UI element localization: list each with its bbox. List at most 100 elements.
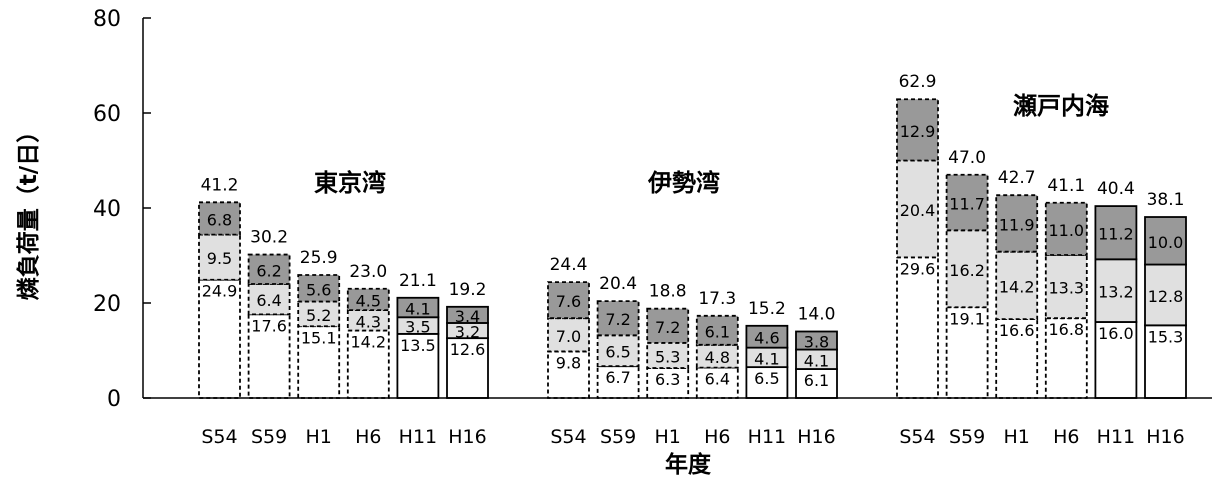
bar-segment <box>346 329 390 399</box>
bar-segment <box>1044 254 1088 320</box>
x-tick-label: S54 <box>550 426 586 448</box>
segment-value-label: 11.2 <box>1098 225 1134 244</box>
bar-total-label: 21.1 <box>399 271 437 291</box>
segment-value-label: 3.2 <box>455 323 480 342</box>
bar-segment <box>198 201 241 236</box>
segment-value-label: 15.1 <box>301 328 337 347</box>
x-tick-label: H1 <box>655 426 681 448</box>
bar-segment <box>198 233 241 281</box>
bar-total-label: 41.1 <box>1047 176 1085 196</box>
bar-segment <box>346 287 390 312</box>
bar-segment <box>198 278 241 399</box>
segment-value-label: 29.6 <box>900 259 936 278</box>
bar-segment <box>896 256 939 399</box>
bar-segment <box>1144 216 1187 266</box>
segment-value-label: 7.0 <box>556 327 581 346</box>
bar-segment <box>297 300 341 328</box>
bar-total-label: 42.7 <box>998 168 1036 188</box>
segment-value-label: 11.9 <box>999 215 1035 234</box>
bar-segment <box>896 98 939 162</box>
x-tick-label: H1 <box>1004 426 1030 448</box>
bar-segment <box>695 343 739 369</box>
x-tick-label: S59 <box>251 426 287 448</box>
plot-area <box>198 98 1187 399</box>
segment-value-label: 9.8 <box>556 353 581 372</box>
segment-value-label: 4.1 <box>754 349 779 368</box>
bar-segment <box>297 274 341 303</box>
y-tick-label: 20 <box>93 292 121 317</box>
segment-value-label: 7.2 <box>605 310 630 329</box>
group-title: 伊勢湾 <box>647 169 720 197</box>
bar-total-label: 38.1 <box>1147 190 1185 210</box>
segment-value-label: 4.6 <box>754 329 779 348</box>
bar-total-label: 18.8 <box>649 282 687 302</box>
y-tick-label: 80 <box>93 7 121 32</box>
x-tick-label: H1 <box>306 426 332 448</box>
bar-total-label: 62.9 <box>899 72 937 92</box>
bar-segment <box>1044 317 1088 399</box>
segment-value-label: 4.8 <box>705 348 730 367</box>
segment-value-label: 6.8 <box>207 210 232 229</box>
bar-total-label: 24.4 <box>550 255 588 275</box>
x-axis-label: 年度 <box>665 451 712 477</box>
bar-total-label: 15.2 <box>748 299 786 319</box>
segment-value-label: 6.4 <box>705 370 730 389</box>
bar-segment <box>247 283 291 316</box>
bar-segment <box>446 305 489 324</box>
bar-segment <box>646 307 690 344</box>
x-tick-label: H6 <box>1053 426 1079 448</box>
segment-value-label: 13.2 <box>1098 283 1134 302</box>
bar-segment <box>945 306 989 399</box>
segment-value-label: 16.0 <box>1098 324 1134 343</box>
bar-segment <box>795 330 838 351</box>
bar-segment <box>547 281 590 320</box>
bar-segment <box>745 324 789 349</box>
bar-segment <box>646 341 690 369</box>
bar-total-label: 23.0 <box>349 262 387 282</box>
segment-value-label: 7.2 <box>655 318 680 337</box>
segment-value-label: 16.2 <box>949 261 985 280</box>
y-ticks: 0 20 40 60 80 <box>93 7 151 412</box>
segment-value-label: 19.1 <box>949 309 985 328</box>
segment-value-label: 5.6 <box>306 280 331 299</box>
segment-value-label: 14.2 <box>350 333 386 352</box>
bar-segment <box>896 159 939 259</box>
x-tick-label: H11 <box>1097 426 1135 448</box>
segment-value-label: 12.8 <box>1148 287 1184 306</box>
bar-segment <box>596 334 640 368</box>
bar-segment <box>596 300 640 337</box>
segment-value-label: 15.3 <box>1148 327 1184 346</box>
bar-total-label: 40.4 <box>1097 179 1135 199</box>
segment-value-label: 6.5 <box>754 369 779 388</box>
segment-value-label: 5.2 <box>306 306 331 325</box>
bar-segment <box>945 173 989 232</box>
x-tick-label: H16 <box>797 426 835 448</box>
bar-segment <box>995 194 1039 253</box>
x-tick-label: H6 <box>704 426 730 448</box>
bar-total-label: 30.2 <box>250 228 288 248</box>
segment-value-label: 3.5 <box>405 318 430 337</box>
segment-value-label: 13.3 <box>1048 279 1084 298</box>
segment-value-label: 6.7 <box>605 368 630 387</box>
segment-value-label: 9.5 <box>207 249 232 268</box>
segment-value-label: 3.4 <box>455 307 480 326</box>
bar-segment <box>547 317 590 353</box>
segment-value-label: 4.3 <box>356 312 381 331</box>
segment-value-label: 11.0 <box>1048 221 1084 240</box>
segment-value-label: 6.3 <box>655 370 680 389</box>
bar-segment <box>446 337 489 399</box>
bar-segment <box>695 366 739 399</box>
bar-total-label: 25.9 <box>300 248 338 268</box>
x-tick-label: H16 <box>448 426 486 448</box>
segment-value-label: 12.9 <box>900 122 936 141</box>
segment-value-label: 3.8 <box>804 333 829 352</box>
segment-value-label: 13.5 <box>400 336 436 355</box>
bar-total-label: 17.3 <box>698 289 736 309</box>
segment-value-label: 17.6 <box>251 316 287 335</box>
segment-value-label: 6.1 <box>705 322 730 341</box>
y-tick-label: 0 <box>107 387 121 412</box>
bar-segment <box>396 296 440 319</box>
segment-value-label: 24.9 <box>202 282 238 301</box>
bar-total-label: 14.0 <box>798 305 836 325</box>
x-tick-label: S59 <box>600 426 636 448</box>
